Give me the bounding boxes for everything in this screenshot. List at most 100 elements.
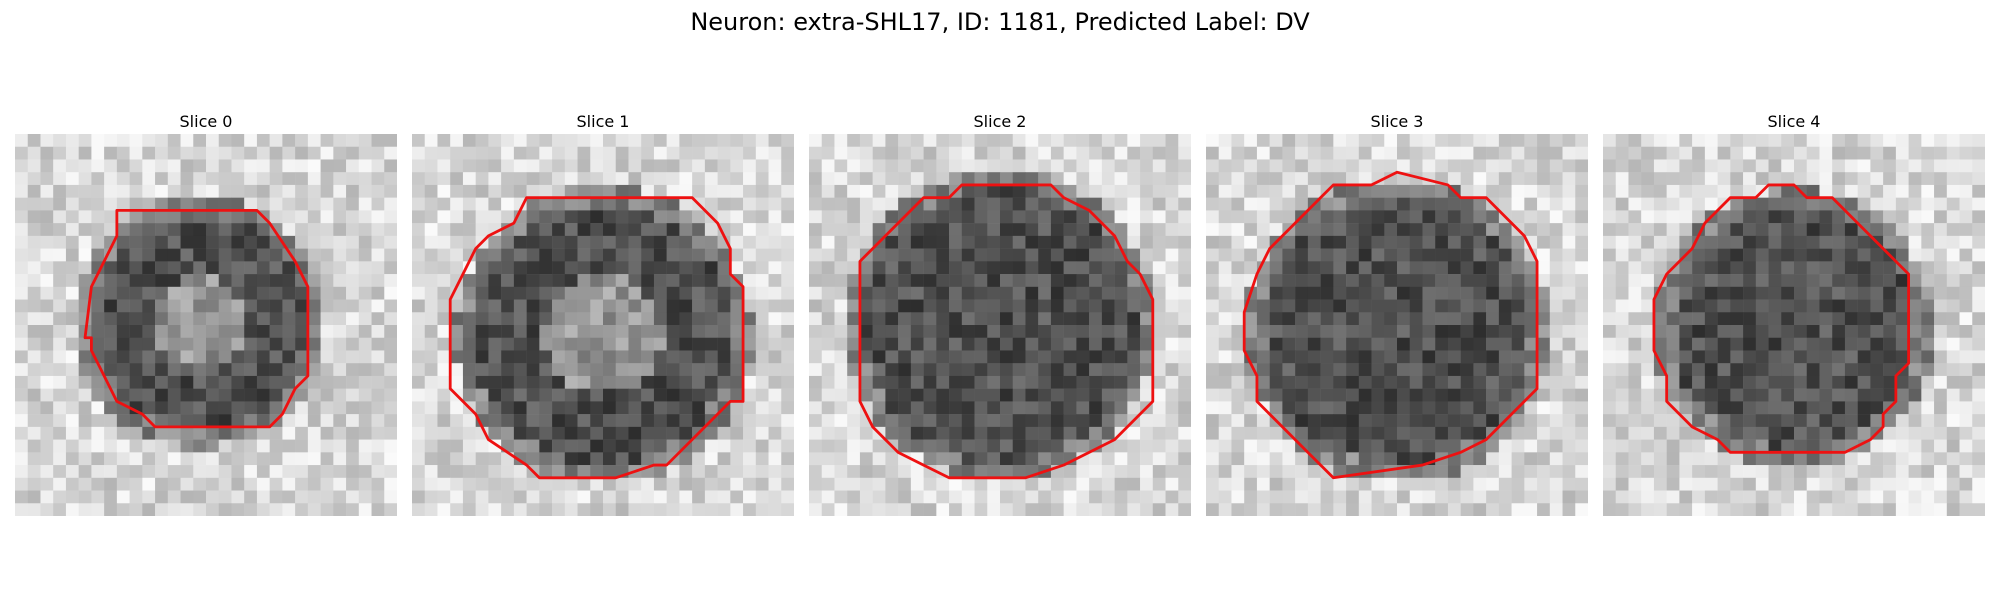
pixel-cell bbox=[1704, 184, 1718, 198]
pixel-cell bbox=[269, 299, 283, 313]
pixel-cell bbox=[1743, 439, 1757, 453]
pixel-cell bbox=[1615, 286, 1629, 300]
pixel-cell bbox=[564, 223, 578, 237]
pixel-cell bbox=[809, 350, 822, 364]
pixel-cell bbox=[282, 375, 296, 389]
pixel-cell bbox=[1537, 363, 1551, 377]
pixel-cell bbox=[307, 184, 321, 198]
pixel-cell bbox=[679, 465, 693, 479]
pixel-cell bbox=[1524, 172, 1538, 186]
pixel-cell bbox=[615, 184, 629, 198]
pixel-cell bbox=[155, 197, 169, 211]
pixel-cell bbox=[1038, 325, 1052, 338]
pixel-cell bbox=[1050, 248, 1064, 262]
pixel-cell bbox=[781, 261, 794, 275]
pixel-cell bbox=[1666, 274, 1680, 288]
pixel-cell bbox=[1575, 414, 1588, 428]
pixel-cell bbox=[27, 184, 41, 198]
pixel-cell bbox=[628, 235, 642, 249]
pixel-cell bbox=[1511, 299, 1525, 313]
pixel-cell bbox=[603, 146, 616, 160]
pixel-cell bbox=[1371, 299, 1385, 313]
pixel-cell bbox=[1165, 274, 1179, 288]
pixel-cell bbox=[1256, 350, 1270, 364]
pixel-cell bbox=[180, 350, 194, 364]
pixel-cell bbox=[1730, 299, 1744, 313]
pixel-cell bbox=[1679, 172, 1693, 186]
pixel-cell bbox=[898, 274, 912, 288]
pixel-cell bbox=[91, 235, 105, 249]
pixel-cell bbox=[244, 439, 258, 453]
pixel-cell bbox=[834, 261, 848, 275]
pixel-cell bbox=[231, 503, 245, 516]
pixel-cell bbox=[1972, 388, 1985, 402]
pixel-cell bbox=[295, 388, 309, 402]
pixel-cell bbox=[1295, 134, 1309, 147]
pixel-cell bbox=[679, 299, 693, 313]
pixel-cell bbox=[1025, 337, 1039, 351]
pixel-cell bbox=[910, 146, 924, 160]
pixel-cell bbox=[1076, 134, 1090, 147]
pixel-cell bbox=[809, 401, 822, 415]
pixel-cell bbox=[180, 172, 194, 186]
pixel-cell bbox=[437, 388, 451, 402]
pixel-cell bbox=[653, 172, 667, 186]
pixel-cell bbox=[526, 439, 540, 453]
pixel-cell bbox=[859, 439, 873, 453]
pixel-cell bbox=[462, 388, 476, 402]
pixel-cell bbox=[936, 223, 950, 237]
pixel-cell bbox=[1972, 197, 1985, 211]
pixel-cell bbox=[1244, 172, 1258, 186]
pixel-cell bbox=[1422, 184, 1436, 198]
pixel-cell bbox=[1038, 452, 1052, 466]
pixel-cell bbox=[1537, 337, 1551, 351]
pixel-cell bbox=[142, 388, 156, 402]
pixel-cell bbox=[412, 134, 425, 147]
pixel-cell bbox=[244, 350, 258, 364]
pixel-cell bbox=[1524, 426, 1538, 440]
pixel-cell bbox=[1641, 490, 1655, 504]
pixel-cell bbox=[1883, 184, 1897, 198]
pixel-cell bbox=[116, 184, 130, 198]
pixel-cell bbox=[307, 159, 321, 173]
pixel-cell bbox=[142, 274, 156, 288]
pixel-cell bbox=[603, 223, 616, 237]
pixel-cell bbox=[717, 184, 731, 198]
pixel-cell bbox=[333, 299, 347, 313]
pixel-cell bbox=[1562, 210, 1576, 224]
pixel-cell bbox=[1781, 325, 1795, 338]
pixel-cell bbox=[282, 184, 296, 198]
pixel-cell bbox=[129, 388, 143, 402]
pixel-cell bbox=[1422, 363, 1436, 377]
pixel-cell bbox=[218, 439, 232, 453]
pixel-cell bbox=[1575, 312, 1588, 326]
pixel-cell bbox=[628, 325, 642, 338]
pixel-cell bbox=[1076, 235, 1090, 249]
pixel-cell bbox=[1628, 414, 1642, 428]
pixel-cell bbox=[1921, 465, 1935, 479]
pixel-cell bbox=[358, 159, 372, 173]
pixel-cell bbox=[371, 426, 385, 440]
pixel-cell bbox=[501, 363, 515, 377]
pixel-cell bbox=[1537, 375, 1551, 389]
pixel-cell bbox=[961, 477, 975, 491]
pixel-cell bbox=[1127, 146, 1141, 160]
pixel-cell bbox=[412, 274, 425, 288]
pixel-cell bbox=[1063, 184, 1077, 198]
pixel-cell bbox=[501, 337, 515, 351]
pixel-cell bbox=[730, 235, 744, 249]
pixel-cell bbox=[371, 388, 385, 402]
pixel-cell bbox=[1511, 210, 1525, 224]
pixel-cell bbox=[1473, 210, 1487, 224]
pixel-cell bbox=[488, 401, 502, 415]
pixel-cell bbox=[1755, 134, 1769, 147]
pixel-cell bbox=[1358, 184, 1372, 198]
pixel-cell bbox=[358, 235, 372, 249]
pixel-cell bbox=[564, 503, 578, 516]
pixel-cell bbox=[513, 401, 527, 415]
pixel-cell bbox=[1409, 299, 1423, 313]
pixel-cell bbox=[244, 286, 258, 300]
pixel-cell bbox=[1218, 159, 1232, 173]
pixel-cell bbox=[872, 452, 886, 466]
pixel-cell bbox=[1218, 197, 1232, 211]
